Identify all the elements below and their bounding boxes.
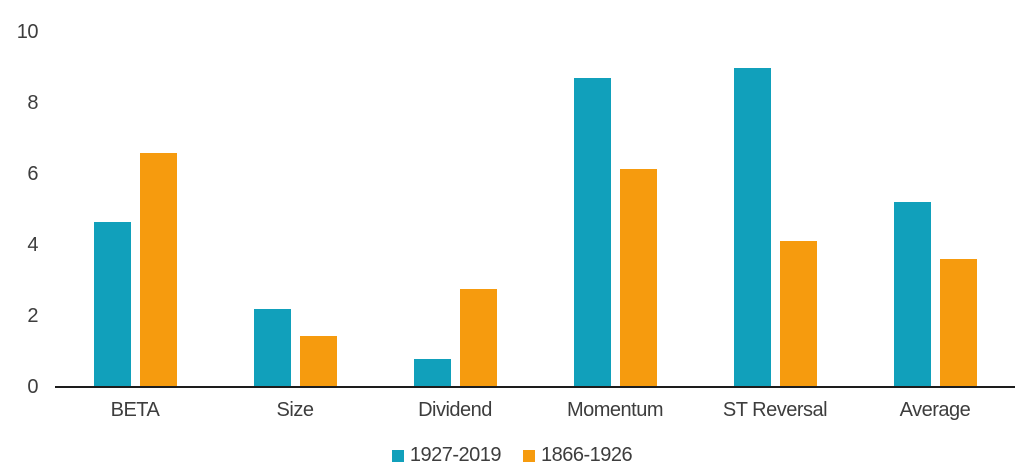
bar-1927-2019-dividend	[413, 358, 451, 387]
y-tick-label-8: 8	[27, 92, 38, 114]
x-axis-label-dividend: Dividend	[418, 399, 492, 421]
x-axis-label-average: Average	[899, 399, 971, 421]
x-axis-label-beta: BETA	[110, 399, 160, 421]
y-tick-label-2: 2	[27, 305, 38, 327]
legend-item-1866-1926: 1866-1926	[523, 444, 633, 467]
bar-1866-1926-size	[299, 335, 337, 387]
legend-swatch-icon	[523, 449, 535, 462]
bar-1866-1926-beta	[139, 152, 177, 387]
bar-1866-1926-dividend	[459, 289, 497, 387]
bar-group-dividend	[375, 32, 535, 387]
bar-1927-2019-beta	[93, 221, 131, 387]
y-tick-label-6: 6	[27, 163, 38, 185]
legend-item-1927-2019: 1927-2019	[391, 444, 502, 467]
bar-group-size	[215, 32, 375, 387]
legend-label: 1927-2019	[409, 444, 502, 466]
bar-1927-2019-momentum	[573, 78, 611, 387]
legend: 1927-2019 1866-1926	[0, 444, 1024, 467]
bar-group-beta	[55, 32, 215, 387]
x-axis-label-st-reversal: ST Reversal	[722, 399, 828, 421]
bar-1866-1926-momentum	[619, 168, 657, 387]
y-tick-label-10: 10	[16, 21, 39, 43]
x-axis-label-size: Size	[276, 399, 314, 421]
y-axis: 0 2 4 6 8 10	[0, 22, 40, 397]
bar-1927-2019-average	[893, 202, 931, 387]
y-tick-label-0: 0	[27, 376, 38, 398]
legend-label: 1866-1926	[541, 444, 633, 466]
bar-1866-1926-st-reversal	[779, 241, 817, 387]
bar-group-st-reversal	[695, 32, 855, 387]
legend-swatch-icon	[391, 449, 404, 462]
bar-group-average	[855, 32, 1015, 387]
x-axis-line	[55, 386, 1015, 388]
bar-group-momentum	[535, 32, 695, 387]
bar-1927-2019-st-reversal	[733, 67, 771, 387]
x-axis-label-momentum: Momentum	[566, 399, 664, 421]
y-tick-label-4: 4	[27, 234, 38, 256]
bar-1866-1926-average	[939, 259, 977, 387]
x-axis-labels: BETA Size Dividend Momentum ST Reversal Avera…	[55, 399, 1015, 422]
bar-1927-2019-size	[253, 308, 291, 387]
plot-area	[55, 32, 1015, 387]
